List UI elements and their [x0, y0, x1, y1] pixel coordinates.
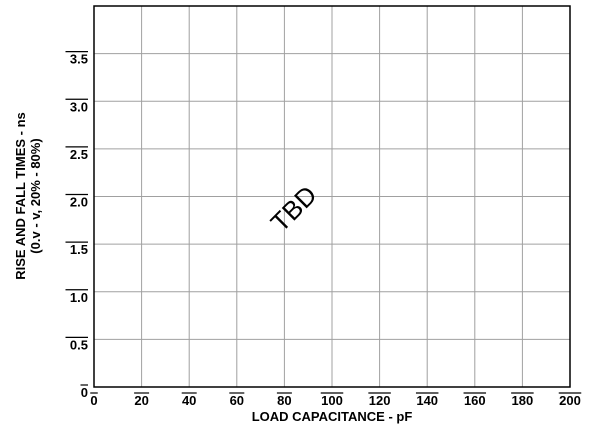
x-tick-label: 120	[369, 393, 391, 408]
x-tick-label: 40	[182, 393, 196, 408]
y-tick-label: 0.5	[70, 337, 88, 352]
plot-frame	[93, 5, 571, 388]
x-tick-label: 20	[134, 393, 148, 408]
x-tick-label: 100	[321, 393, 343, 408]
tbd-annotation: TBD	[265, 180, 323, 238]
y-tick-label: 3.0	[70, 99, 88, 114]
y-axis-title: RISE AND FALL TIMES - ns	[13, 112, 28, 280]
x-tick-label: 60	[230, 393, 244, 408]
y-tick-label: 2.0	[70, 195, 88, 210]
x-axis-title: LOAD CAPACITANCE - pF	[252, 409, 413, 424]
x-tick-label: 0	[90, 393, 97, 408]
y-tick-label: 2.5	[70, 147, 88, 162]
y-axis-subtitle: (0.v - v, 20% - 80%)	[28, 138, 43, 253]
y-tick-label: 1.0	[70, 290, 88, 305]
y-tick-labels: 0 0.5 1.0 1.5 2.0 2.5 3.0 3.5	[65, 51, 88, 400]
y-tick-label: 1.5	[70, 242, 88, 257]
x-tick-label: 80	[277, 393, 291, 408]
x-tick-label: 200	[559, 393, 581, 408]
x-tick-labels: 0 20 40 60 80 100 120 140 160 180 200	[90, 392, 582, 408]
x-tick-label: 160	[464, 393, 486, 408]
y-tick-label: 0	[81, 385, 88, 400]
x-tick-label: 180	[512, 393, 534, 408]
x-tick-label: 140	[416, 393, 438, 408]
grid	[94, 6, 570, 387]
y-tick-label: 3.5	[70, 52, 88, 67]
